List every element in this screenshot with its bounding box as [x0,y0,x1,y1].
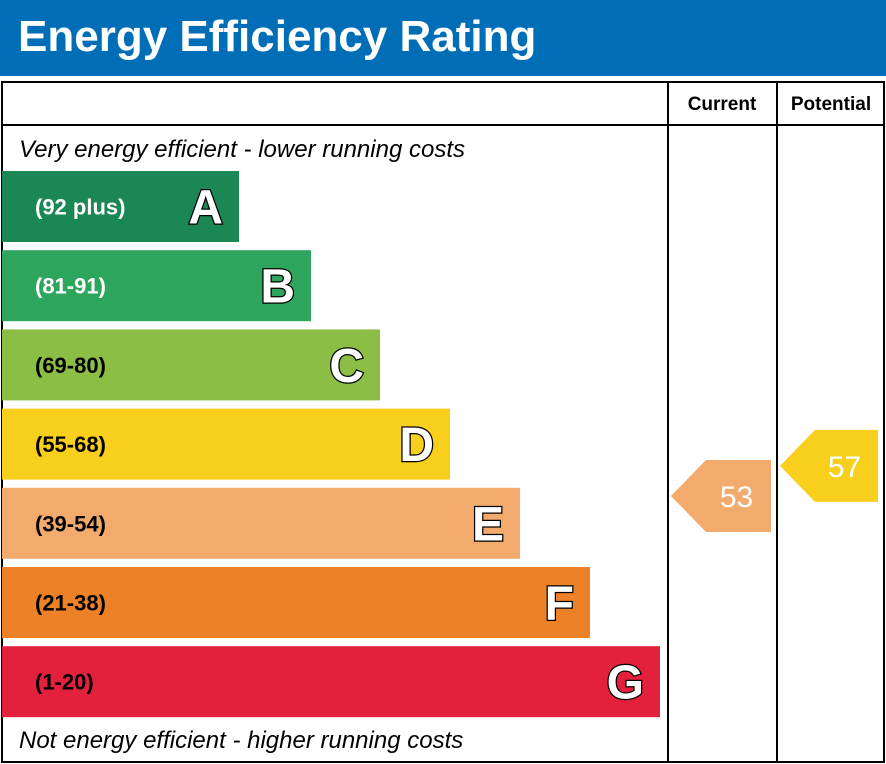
top-note: Very energy efficient - lower running co… [19,136,465,163]
band-c-letter: C [329,340,364,393]
potential-rating-value: 57 [828,451,861,484]
current-column-header: Current [688,94,757,115]
band-b-letter: B [260,261,295,314]
potential-column-header: Potential [791,94,871,115]
rating-arrows: 53 57 [671,429,878,532]
band-c-range: (69-80) [35,353,106,378]
band-f-letter: F [545,578,574,631]
band-g-range: (1-20) [35,670,94,695]
band-f-range: (21-38) [35,591,106,616]
band-d-letter: D [399,419,434,472]
band-d-bar [2,408,450,480]
band-g-bar [2,646,660,718]
band-a-letter: A [188,182,223,235]
page-title: Energy Efficiency Rating [18,12,537,61]
band-a-bar [2,171,239,242]
band-g-letter: G [607,657,644,710]
bottom-note: Not energy efficient - higher running co… [19,727,463,754]
band-f-bar [2,567,590,638]
band-d-range: (55-68) [35,432,106,457]
band-e-range: (39-54) [35,511,106,536]
current-rating-value: 53 [720,481,753,514]
band-a-range: (92 plus) [35,195,125,220]
band-b-bar [2,250,311,322]
header-bar: Energy Efficiency Rating [0,0,886,76]
band-b-range: (81-91) [35,274,106,299]
band-e-letter: E [472,498,504,551]
potential-rating-arrow [780,429,878,502]
band-c-bar [2,329,380,401]
rating-bands: (92 plus) A (81-91) B (69-80) C (55-68) D (39-54… [2,171,660,718]
current-rating-arrow [671,460,771,532]
band-e-bar [2,487,520,559]
